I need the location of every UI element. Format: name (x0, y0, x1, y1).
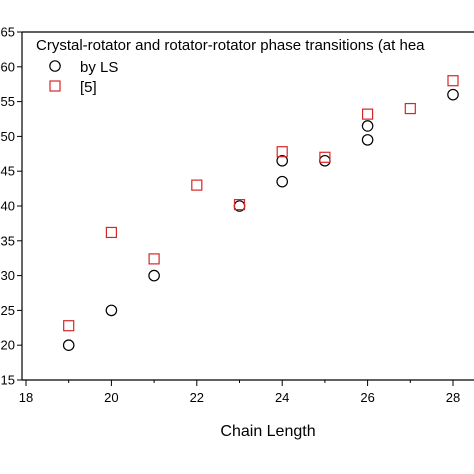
data-point-square (404, 102, 416, 115)
data-point-square (447, 75, 459, 87)
data-point-square (63, 320, 75, 332)
y-tick-label: 50 (1, 129, 15, 144)
data-point-circle (361, 120, 374, 132)
x-tick-label: 26 (360, 390, 374, 405)
data-point-square (233, 199, 246, 211)
data-point-square (191, 179, 203, 191)
x-tick-label: 28 (446, 390, 460, 405)
data-point-circle (148, 269, 160, 282)
data-point-circle (62, 339, 75, 351)
x-tick-label: 22 (190, 390, 204, 405)
data-point-circle (276, 175, 288, 188)
y-tick-label: 40 (1, 199, 15, 214)
y-tick-label: 55 (1, 94, 15, 109)
y-tick-label: 65 (1, 25, 15, 40)
data-point-square (276, 146, 288, 158)
legend-marker-circle (49, 60, 61, 72)
x-tick-label: 18 (19, 390, 33, 405)
y-tick-label: 25 (1, 303, 15, 318)
data-point-square (148, 253, 160, 265)
data-points-layer (62, 75, 459, 351)
y-tick-label: 15 (1, 373, 15, 388)
data-point-circle (447, 88, 459, 101)
y-tick-label: 20 (1, 338, 15, 353)
data-point-square (319, 151, 331, 163)
y-tick-label: 30 (1, 268, 15, 283)
data-point-square (362, 108, 374, 120)
ticks-layer: 18 20 22 24 26 28 15 20 25 30 35 40 45 50 55 60 65 (1, 25, 461, 406)
data-point-square (105, 226, 118, 239)
legend-marker-square (49, 80, 61, 92)
data-point-circle (276, 154, 288, 167)
legend-label: [5] (80, 79, 97, 96)
legend: by LS [5] (49, 59, 118, 96)
legend-label: by LS (80, 59, 118, 76)
chart-title: Crystal-rotator and rotator-rotator phas… (36, 37, 425, 54)
x-tick-label: 24 (275, 390, 289, 405)
y-tick-label: 60 (1, 59, 15, 74)
x-tick-label: 20 (104, 390, 118, 405)
data-point-circle (319, 154, 331, 167)
y-tick-label: 35 (1, 233, 15, 248)
data-point-circle (105, 304, 118, 317)
x-axis-label: Chain Length (220, 423, 315, 440)
data-point-circle (361, 134, 374, 146)
y-tick-label: 45 (1, 164, 15, 179)
